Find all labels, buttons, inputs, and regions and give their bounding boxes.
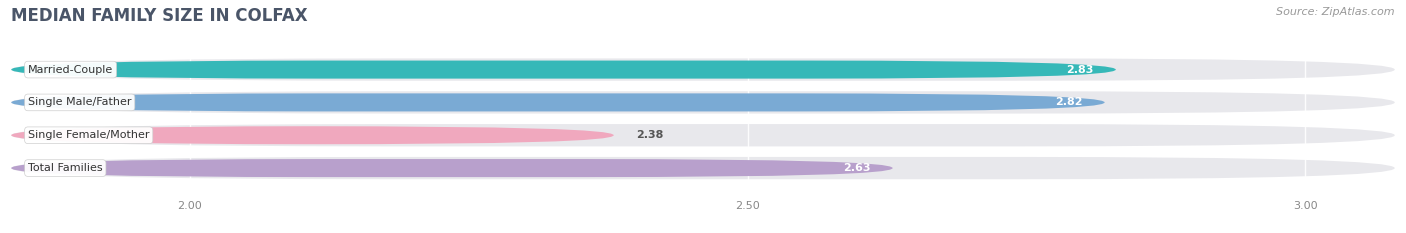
FancyBboxPatch shape (11, 61, 1116, 79)
Text: 2.38: 2.38 (636, 130, 664, 140)
Text: Single Female/Mother: Single Female/Mother (28, 130, 149, 140)
Text: Married-Couple: Married-Couple (28, 65, 114, 75)
Text: 2.63: 2.63 (842, 163, 870, 173)
Text: Total Families: Total Families (28, 163, 103, 173)
FancyBboxPatch shape (11, 93, 1105, 111)
Text: 2.83: 2.83 (1066, 65, 1094, 75)
Text: Source: ZipAtlas.com: Source: ZipAtlas.com (1277, 7, 1395, 17)
FancyBboxPatch shape (11, 157, 1395, 179)
FancyBboxPatch shape (11, 126, 614, 144)
Text: MEDIAN FAMILY SIZE IN COLFAX: MEDIAN FAMILY SIZE IN COLFAX (11, 7, 308, 25)
Text: Single Male/Father: Single Male/Father (28, 97, 132, 107)
FancyBboxPatch shape (11, 124, 1395, 146)
FancyBboxPatch shape (11, 58, 1395, 81)
FancyBboxPatch shape (11, 159, 893, 177)
FancyBboxPatch shape (11, 91, 1395, 113)
Text: 2.82: 2.82 (1054, 97, 1083, 107)
